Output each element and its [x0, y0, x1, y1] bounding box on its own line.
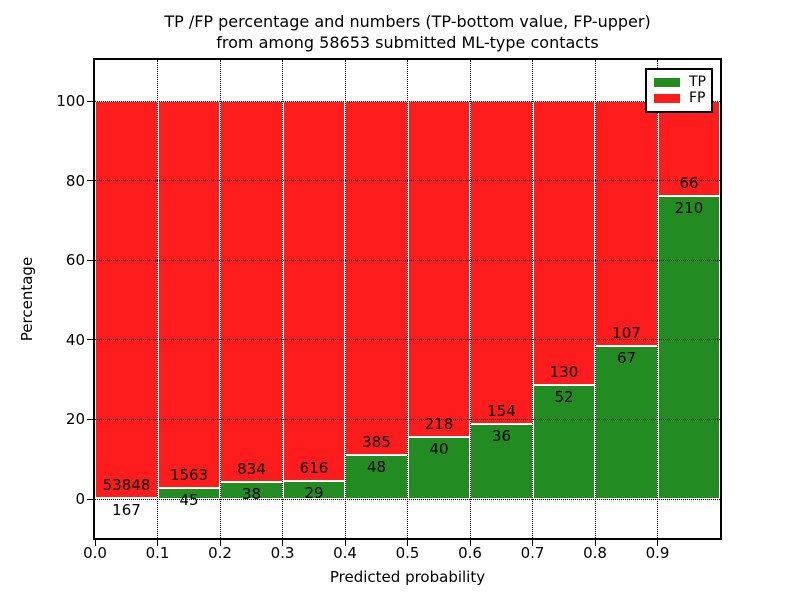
tp-count-label: 48 [366, 457, 387, 476]
x-tick-mark [282, 540, 283, 546]
fp-count-label: 1563 [169, 465, 209, 484]
chart-title-line2: from among 58653 submitted ML-type conta… [216, 33, 599, 52]
bar-segment-fp [595, 101, 658, 346]
plot-area: TP FP 53848 167 1563 45 834 38 616 29 385 48 218 40 1… [95, 60, 720, 538]
fp-count-label: 834 [237, 459, 266, 478]
x-tick-mark [469, 540, 471, 546]
fp-count-label: 385 [362, 432, 391, 451]
x-tick-label: 0.9 [645, 544, 670, 562]
y-gridline [95, 418, 720, 420]
x-tick-mark [219, 540, 221, 546]
x-tick-mark [157, 540, 158, 546]
bar-segment-fp [470, 101, 533, 424]
bar-segment-fp [95, 101, 158, 498]
tp-count-label: 52 [554, 388, 574, 407]
tp-count-label: 167 [112, 500, 141, 519]
x-tick-label: 0.5 [395, 544, 420, 562]
y-gridline [95, 339, 720, 341]
x-tick-label: 0.6 [458, 544, 482, 562]
x-tick-label: 0.4 [333, 544, 357, 562]
y-gridline [95, 180, 720, 182]
x-tick-label: 0.2 [208, 544, 232, 562]
fp-count-label: 66 [679, 174, 699, 193]
bar-segment-fp [157, 101, 220, 488]
x-gridline [157, 60, 158, 538]
x-tick-label: 0.3 [270, 544, 295, 562]
bar-segment-tp [532, 385, 595, 499]
x-tick-mark [407, 540, 408, 546]
x-gridline [407, 60, 408, 538]
y-tick-label: 20 [65, 410, 85, 429]
x-tick-mark [657, 540, 658, 546]
x-tick-label: 0.7 [520, 544, 545, 562]
y-tick-mark [87, 259, 93, 261]
bar-segment-tp [595, 345, 658, 499]
x-axis-label: Predicted probability [329, 568, 486, 586]
x-tick-label: 0.1 [145, 544, 170, 562]
chart-title-line1: TP /FP percentage and numbers (TP-bottom… [164, 12, 651, 31]
x-tick-mark [94, 540, 96, 546]
tp-count-label: 67 [616, 348, 637, 367]
y-axis-label: Percentage [18, 256, 36, 342]
y-gridline [95, 259, 720, 261]
y-tick-label: 0 [75, 490, 85, 508]
fp-count-label: 130 [549, 363, 579, 382]
fp-count-label: 107 [612, 323, 641, 342]
fp-count-label: 218 [424, 415, 454, 434]
legend-row: FP [654, 89, 706, 106]
x-tick-label: 0.0 [83, 544, 107, 562]
fp-count-label: 53848 [102, 475, 151, 494]
x-tick-label: 0.8 [583, 544, 607, 562]
tp-count-label: 38 [241, 484, 262, 503]
bar-segment-fp [407, 101, 470, 438]
x-tick-mark [594, 540, 596, 546]
tp-count-label: 29 [304, 484, 324, 503]
y-gridline [95, 100, 720, 102]
y-tick-label: 40 [65, 330, 85, 349]
tp-count-label: 210 [674, 199, 704, 218]
legend-label: FP [689, 89, 706, 106]
x-gridline [282, 60, 283, 538]
tp-legend-swatch-icon [654, 78, 680, 88]
x-gridline [344, 60, 346, 538]
fp-count-label: 154 [487, 401, 516, 420]
y-gridline [95, 498, 720, 500]
y-tick-mark [87, 339, 93, 341]
y-tick-mark [87, 498, 93, 500]
x-gridline [657, 60, 658, 538]
chart-title: TP /FP percentage and numbers (TP-bottom… [95, 11, 720, 53]
y-tick-mark [87, 180, 93, 182]
tp-count-label: 40 [429, 440, 449, 459]
fp-legend-swatch-icon [654, 93, 680, 103]
y-tick-label: 80 [65, 171, 85, 190]
x-tick-mark [532, 540, 533, 546]
tp-count-label: 36 [491, 426, 512, 445]
y-tick-label: 60 [65, 251, 85, 270]
bar-segment-fp [220, 101, 283, 482]
y-tick-label: 100 [56, 92, 85, 110]
x-gridline [219, 60, 221, 538]
y-tick-mark [87, 418, 93, 420]
bar-segment-tp [657, 196, 720, 499]
legend: TP FP [645, 68, 713, 113]
bar-segment-tp [407, 437, 470, 499]
x-tick-mark [344, 540, 346, 546]
legend-label: TP [689, 74, 706, 91]
bar-segment-fp [345, 101, 408, 455]
bar-segment-fp [532, 101, 595, 386]
legend-row: TP [654, 74, 706, 91]
bar-segment-fp [282, 101, 345, 482]
x-gridline [469, 60, 471, 538]
x-gridline [532, 60, 533, 538]
y-tick-mark [87, 100, 93, 102]
tp-count-label: 45 [179, 490, 199, 509]
fp-count-label: 616 [299, 459, 329, 478]
x-gridline [594, 60, 596, 538]
